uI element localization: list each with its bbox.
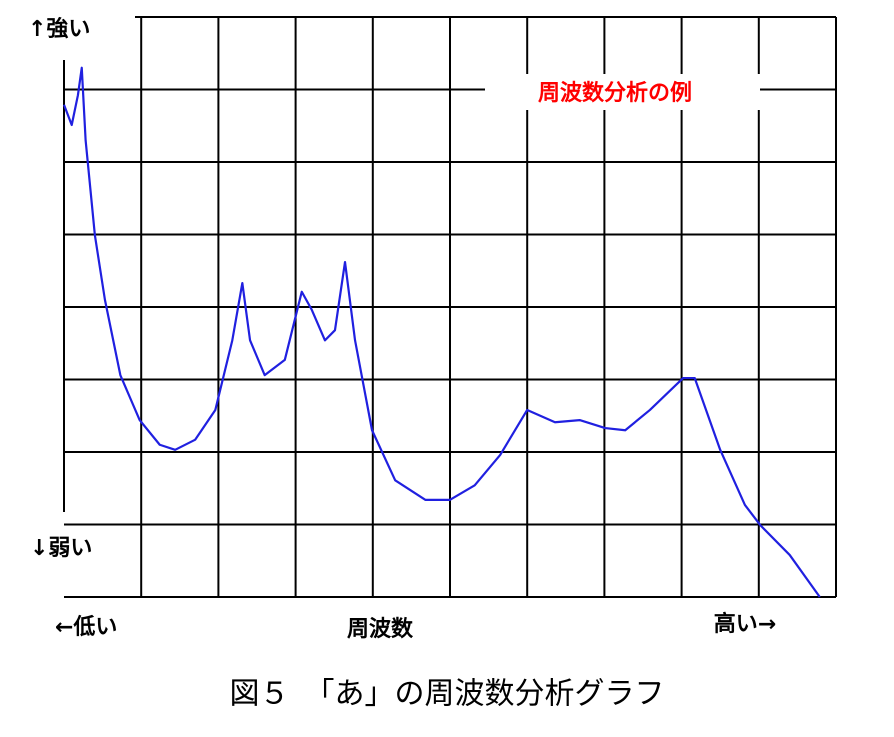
x-axis-label: 周波数 [347, 616, 414, 642]
y-low-label: ↓弱い [30, 536, 92, 561]
y-high-label: ↑強い [28, 16, 90, 42]
title-bg [485, 74, 760, 110]
label-bg [20, 8, 135, 50]
x-high-label: 高い→ [714, 611, 776, 637]
chart-title: 周波数分析の例 [538, 80, 692, 106]
data-line [62, 66, 821, 598]
caption: 図５ 「あ」の周波数分析グラフ [230, 677, 665, 712]
x-low-label: ←低い [55, 615, 117, 640]
label-bg [20, 530, 135, 568]
plot [62, 66, 821, 598]
